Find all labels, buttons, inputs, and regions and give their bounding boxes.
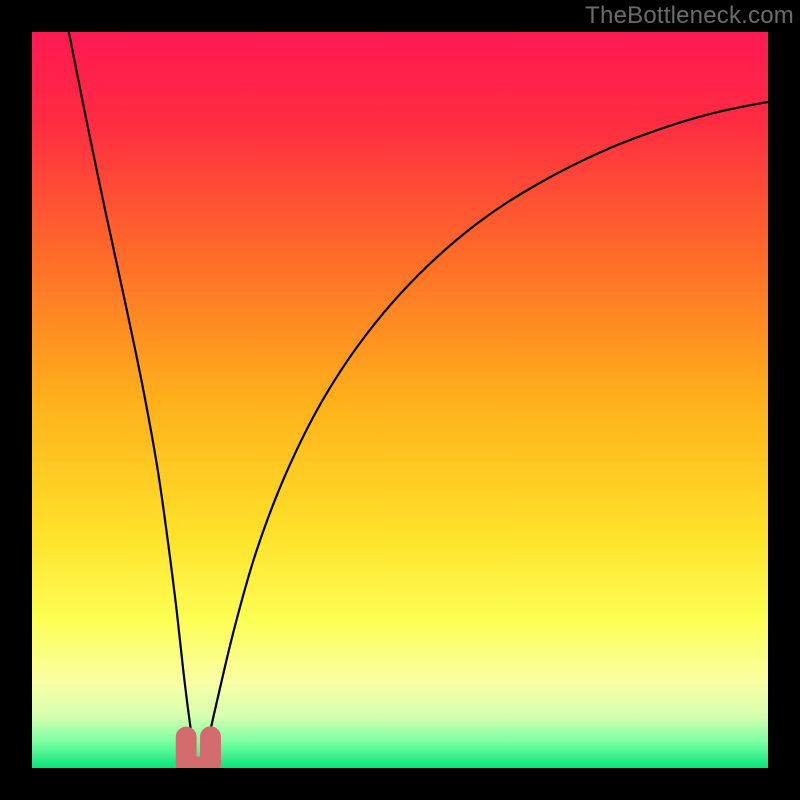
chart-container: TheBottleneck.com xyxy=(0,0,800,800)
watermark-text: TheBottleneck.com xyxy=(585,2,794,30)
plot-area xyxy=(32,32,768,768)
bottleneck-chart xyxy=(0,0,800,800)
